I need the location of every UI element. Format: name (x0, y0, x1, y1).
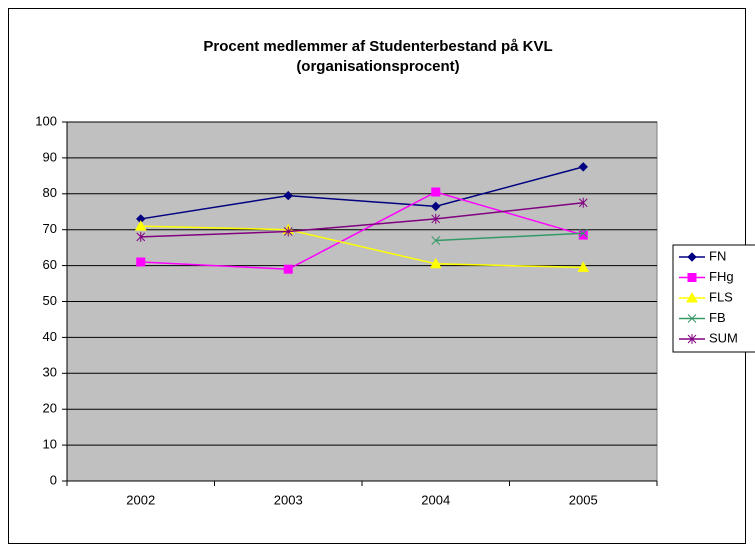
marker (429, 257, 442, 269)
legend-marker (687, 334, 697, 344)
chart-title: Procent medlemmer af Studenterbestand på… (203, 38, 552, 55)
y-tick-label: 0 (50, 472, 57, 487)
chart-title: (organisationsprocent) (296, 58, 459, 75)
legend-marker (687, 273, 697, 282)
marker (431, 236, 441, 245)
y-tick-label: 70 (43, 221, 57, 236)
x-tick-label: 2003 (274, 492, 303, 507)
marker (283, 226, 293, 237)
marker (431, 213, 441, 224)
series-line (140, 191, 584, 270)
y-tick-label: 80 (43, 185, 57, 200)
y-tick-label: 20 (43, 401, 57, 416)
x-tick-label: 2005 (569, 492, 598, 507)
marker (431, 187, 441, 197)
marker (431, 201, 441, 212)
marker (283, 190, 293, 201)
legend-label: FN (709, 248, 726, 263)
marker (578, 230, 588, 240)
series-line (140, 166, 584, 220)
marker (578, 197, 588, 208)
marker (136, 257, 146, 267)
marker (578, 162, 588, 172)
marker (578, 228, 588, 238)
series-line (140, 225, 584, 269)
y-tick-label: 30 (43, 365, 57, 380)
y-tick-label: 40 (43, 329, 57, 344)
x-tick-label: 2004 (421, 492, 450, 507)
y-tick-label: 60 (43, 257, 57, 272)
marker (134, 220, 147, 231)
y-tick-label: 100 (35, 113, 57, 128)
y-tick-label: 90 (43, 149, 57, 164)
series-line (435, 232, 584, 242)
legend-marker (686, 291, 698, 303)
legend-marker (687, 252, 697, 262)
legend-marker (687, 314, 697, 323)
x-tick-label: 2002 (126, 492, 155, 507)
legend-label: FB (709, 310, 726, 325)
legend-label: FHg (709, 269, 734, 284)
marker (283, 264, 293, 274)
y-tick-label: 10 (43, 437, 57, 452)
series-line (140, 202, 584, 238)
marker (577, 261, 590, 272)
legend-label: FLS (709, 289, 733, 304)
legend-label: SUM (709, 330, 738, 345)
y-tick-label: 50 (43, 293, 57, 308)
marker (136, 231, 146, 242)
